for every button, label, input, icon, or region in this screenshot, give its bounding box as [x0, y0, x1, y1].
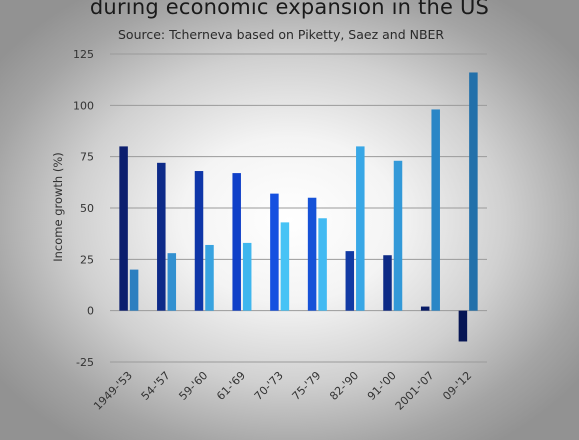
- bar: [431, 109, 440, 311]
- y-axis-label: Income growth (%): [51, 152, 65, 262]
- bar: [205, 244, 214, 311]
- x-axis-ticks: 1949-'53 54-'57 59-'60 61-'69 70-'73 75-'79 82…: [91, 369, 474, 413]
- y-tick-label: 75: [80, 151, 94, 164]
- y-axis-ticks: -25 0 25 50 75 100 125: [73, 48, 94, 369]
- x-tick-label: 70-'73: [252, 369, 286, 403]
- y-tick-label: -25: [76, 356, 94, 369]
- bar: [280, 222, 290, 311]
- bar: [167, 253, 177, 311]
- x-tick-label: 91-'00: [365, 369, 399, 403]
- bar: [242, 242, 252, 311]
- x-tick-label: 61-'69: [214, 369, 248, 403]
- bars: [119, 72, 478, 342]
- x-tick-label: 09-'12: [440, 369, 474, 403]
- x-tick-label: 54-'57: [139, 369, 173, 403]
- chart-subtitle: Source: Tcherneva based on Piketty, Saez…: [118, 27, 445, 42]
- bar: [307, 197, 317, 311]
- grid-lines: [110, 53, 487, 363]
- y-tick-label: 100: [73, 99, 94, 112]
- bar: [157, 162, 166, 311]
- bar: [194, 171, 204, 311]
- bar: [232, 173, 241, 311]
- x-tick-label: 82-'90: [327, 369, 361, 403]
- x-tick-label: 1949-'53: [91, 369, 135, 413]
- chart-title: during economic expansion in the US: [89, 0, 490, 19]
- x-tick-label: 59-'60: [176, 369, 210, 403]
- bar: [270, 193, 279, 311]
- bar: [458, 310, 468, 342]
- x-tick-label: 75-'79: [290, 369, 324, 403]
- y-tick-label: 0: [87, 305, 94, 318]
- bar: [420, 306, 430, 311]
- bar: [469, 72, 478, 311]
- bar: [129, 269, 139, 311]
- bar: [345, 251, 355, 311]
- bar: [383, 255, 392, 311]
- x-tick-label: 2001-'07: [393, 369, 437, 413]
- bar: [356, 146, 365, 311]
- y-tick-label: 50: [80, 202, 94, 215]
- bar: [318, 218, 327, 311]
- y-tick-label: 25: [80, 253, 94, 266]
- bar: [393, 160, 403, 311]
- bar: [119, 146, 128, 311]
- y-tick-label: 125: [73, 48, 94, 61]
